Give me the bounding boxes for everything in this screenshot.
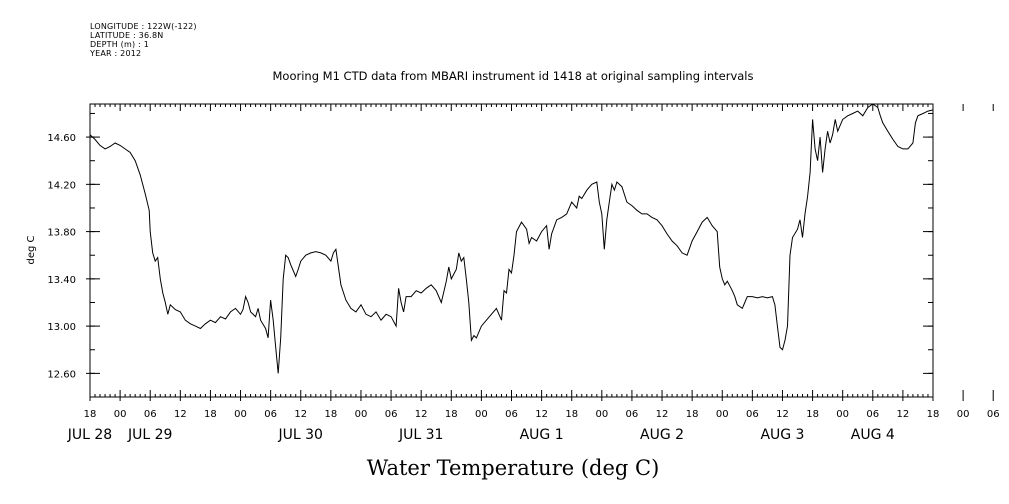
x-hour-tick-label: 00	[595, 409, 608, 420]
x-date-tick-label: AUG 1	[520, 427, 564, 443]
x-hour-tick-label: 06	[987, 409, 1000, 420]
x-hour-tick-label: 06	[144, 409, 157, 420]
x-hour-tick-label: 00	[957, 409, 970, 420]
y-axis-label: deg C	[26, 235, 37, 264]
latitude-label: LATITUDE : 36.8N	[90, 31, 164, 40]
x-hour-tick-label: 06	[746, 409, 759, 420]
x-hour-tick-label: 18	[806, 409, 819, 420]
x-date-tick-label: AUG 3	[760, 427, 804, 443]
y-tick-label: 13.80	[47, 228, 76, 239]
x-hour-tick-label: 18	[84, 409, 97, 420]
y-tick-label: 13.40	[47, 275, 76, 286]
y-tick-label: 13.00	[47, 322, 76, 333]
y-tick-label: 14.20	[47, 180, 76, 191]
x-hour-tick-label: 18	[204, 409, 217, 420]
x-hour-tick-label: 06	[264, 409, 277, 420]
x-hour-tick-label: 06	[866, 409, 879, 420]
x-hour-tick-label: 06	[385, 409, 398, 420]
x-hour-tick-label: 12	[535, 409, 548, 420]
x-hour-tick-label: 18	[565, 409, 578, 420]
plot-frame	[89, 103, 934, 398]
x-hour-tick-label: 18	[445, 409, 458, 420]
x-axis-label: Water Temperature (deg C)	[367, 456, 660, 480]
x-hour-tick-label: 18	[324, 409, 337, 420]
x-hour-tick-label: 00	[716, 409, 729, 420]
x-hour-tick-label: 00	[234, 409, 247, 420]
x-hour-tick-label: 00	[355, 409, 368, 420]
x-hour-tick-label: 06	[626, 409, 639, 420]
depth-label: DEPTH (m) : 1	[90, 40, 149, 49]
chart-title: Mooring M1 CTD data from MBARI instrumen…	[273, 69, 754, 83]
x-date-tick-label: JUL 30	[278, 427, 323, 443]
x-hour-tick-label: 12	[656, 409, 669, 420]
x-date-tick-label: AUG 2	[640, 427, 684, 443]
x-hour-tick-label: 12	[415, 409, 428, 420]
x-hour-tick-label: 12	[897, 409, 910, 420]
y-tick-label: 14.60	[47, 133, 76, 144]
x-hour-tick-label: 12	[174, 409, 187, 420]
temperature-series-line	[89, 103, 934, 374]
x-date-tick-label: JUL 31	[398, 427, 443, 443]
x-date-tick-label: JUL 28	[67, 427, 112, 443]
x-hour-tick-label: 18	[686, 409, 699, 420]
x-hour-tick-label: 00	[475, 409, 488, 420]
x-hour-tick-label: 00	[836, 409, 849, 420]
x-date-tick-label: JUL 29	[127, 427, 172, 443]
y-tick-label: 12.60	[47, 369, 76, 380]
longitude-label: LONGITUDE : 122W(-122)	[90, 22, 197, 31]
x-date-tick-label: AUG 4	[851, 427, 895, 443]
x-hour-tick-label: 18	[927, 409, 940, 420]
x-hour-tick-label: 12	[294, 409, 307, 420]
x-hour-tick-label: 06	[505, 409, 518, 420]
year-label: YEAR : 2012	[90, 49, 142, 58]
x-hour-tick-label: 00	[114, 409, 127, 420]
x-hour-tick-label: 12	[776, 409, 789, 420]
